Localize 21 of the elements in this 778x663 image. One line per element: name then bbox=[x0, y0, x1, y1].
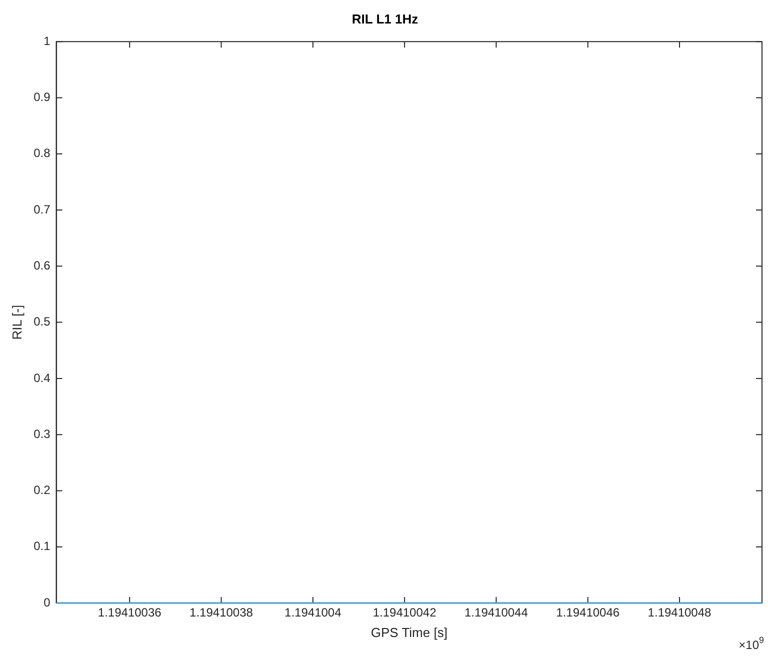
y-tick-label: 0.2 bbox=[34, 483, 51, 498]
y-axis-title: RIL [-] bbox=[9, 304, 24, 340]
x-axis-title: GPS Time [s] bbox=[370, 624, 448, 640]
chart-title: RIL L1 1Hz bbox=[352, 11, 419, 26]
x-tick-label: 1.19410046 bbox=[556, 606, 620, 620]
x-tick-label: 1.19410044 bbox=[464, 606, 528, 620]
x-tick-label: 1.19410042 bbox=[372, 606, 437, 620]
x-tick-label: 1.19410038 bbox=[190, 606, 254, 620]
y-tick-label: 0.1 bbox=[34, 539, 51, 554]
y-tick-label: 0 bbox=[44, 595, 51, 610]
y-tick-label: 0.6 bbox=[34, 258, 51, 272]
x-tick-label: 1.19410048 bbox=[648, 606, 712, 620]
y-tick-label: 0.9 bbox=[34, 90, 51, 104]
y-tick-label: 0.5 bbox=[34, 314, 51, 329]
y-tick-label: 0.8 bbox=[34, 146, 51, 160]
y-tick-label: 0.4 bbox=[34, 370, 51, 385]
x-tick-label: 1.1941004 bbox=[284, 606, 342, 620]
x-tick-label: 1.19410036 bbox=[98, 606, 162, 620]
y-tick-label: 1 bbox=[44, 34, 51, 48]
y-tick-label: 0.7 bbox=[34, 202, 51, 216]
y-tick-label: 0.3 bbox=[34, 426, 51, 441]
